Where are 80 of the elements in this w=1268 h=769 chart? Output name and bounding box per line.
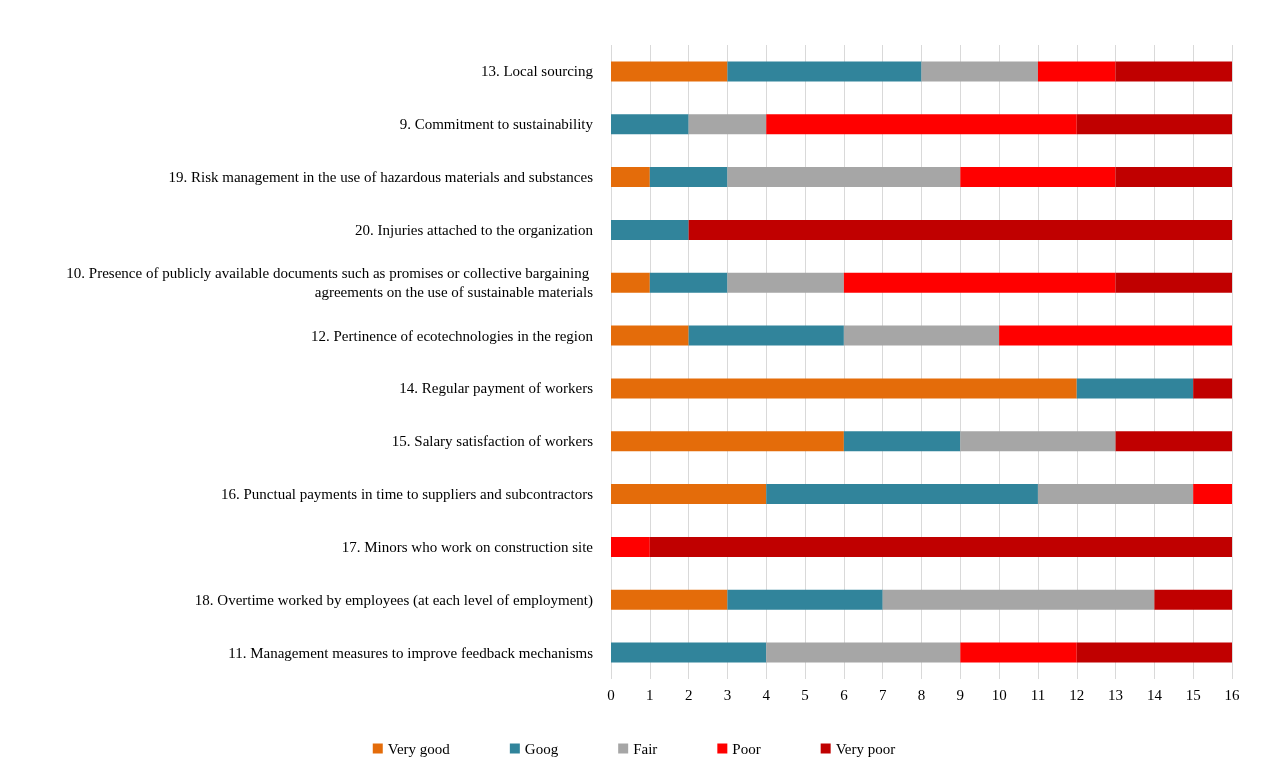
x-tick-label: 1	[646, 686, 654, 703]
bar	[843, 272, 1116, 293]
x-tick-label: 11	[1030, 686, 1046, 703]
x-tick-label: 12	[1069, 686, 1085, 703]
bar	[611, 114, 689, 135]
x-tick-label: 4	[762, 686, 771, 703]
bar	[611, 536, 650, 557]
x-tick-label: 0	[607, 686, 615, 703]
x-tick-label: 2	[684, 686, 693, 703]
x-tick-label: 13	[1108, 686, 1124, 703]
bar	[688, 114, 767, 135]
x-tick-label: 15	[1185, 686, 1201, 703]
bar	[727, 589, 883, 610]
bar	[766, 114, 1077, 135]
bar	[688, 325, 844, 346]
x-tick-label: 6	[840, 686, 849, 703]
bar	[1115, 431, 1232, 452]
x-tick-label: 10	[991, 686, 1007, 703]
bar	[727, 272, 844, 293]
bar	[611, 431, 844, 452]
y-tick-label: 10. Presence of publicly available documents such as promises or collective bargaining agreements on the use of sustainable materials	[66, 265, 594, 301]
bar	[921, 61, 1038, 82]
bar	[1076, 114, 1232, 135]
x-tick-label: 16	[1224, 686, 1240, 703]
y-tick-label: 9. Commitment to sustainability	[399, 116, 594, 133]
bar	[1115, 61, 1232, 82]
y-tick-label: 14. Regular payment of workers	[399, 380, 594, 397]
y-tick-label: 19. Risk management in the use of hazardous materials and substances	[168, 169, 594, 186]
legend-label: Very good	[387, 740, 451, 757]
bar	[1193, 484, 1232, 505]
x-tick-label: 9	[956, 686, 965, 703]
y-tick-label: 15. Salary satisfaction of workers	[391, 433, 594, 450]
bar	[611, 219, 689, 240]
bar	[611, 484, 767, 505]
bar	[649, 536, 1232, 557]
bar	[1076, 642, 1232, 663]
bar	[843, 325, 1000, 346]
bar	[1154, 589, 1232, 610]
bar	[727, 61, 922, 82]
bar	[1037, 61, 1116, 82]
y-tick-label: 17. Minors who work on construction site	[341, 538, 594, 555]
bar	[649, 272, 728, 293]
y-tick-label: 12. Pertinence of ecotechnologies in the region	[311, 327, 594, 344]
bar	[611, 167, 650, 188]
bar	[688, 219, 1232, 240]
bar	[611, 642, 767, 663]
bar	[843, 431, 961, 452]
y-tick-label: 11. Management measures to improve feedback mechanisms	[228, 644, 594, 661]
bar	[960, 431, 1116, 452]
y-tick-label: 18. Overtime worked by employees (at each level of employment)	[194, 591, 593, 609]
bar	[960, 167, 1116, 188]
bar	[611, 61, 728, 82]
legend-label: Poor	[732, 740, 761, 757]
bar	[727, 167, 961, 188]
bar	[766, 484, 1038, 505]
bar	[1115, 272, 1232, 293]
x-tick-label: 7	[878, 686, 887, 703]
legend-label: Goog	[524, 740, 559, 757]
y-tick-label: 20. Injuries attached to the organization	[355, 221, 594, 238]
bar	[611, 589, 728, 610]
bar	[1115, 167, 1232, 188]
bar	[882, 589, 1155, 610]
x-tick-label: 14	[1146, 686, 1163, 703]
bar	[1076, 378, 1194, 399]
x-tick-label: 3	[723, 686, 732, 703]
bar	[766, 642, 961, 663]
bar	[1193, 378, 1232, 399]
bar	[999, 325, 1232, 346]
bar	[1037, 484, 1194, 505]
y-tick-label: 13. Local sourcing	[480, 63, 594, 80]
bar	[611, 272, 650, 293]
bar	[960, 642, 1077, 663]
bar	[611, 325, 689, 346]
x-tick-label: 5	[801, 686, 809, 703]
x-tick-label: 8	[917, 686, 926, 703]
bar	[649, 167, 728, 188]
legend-label: Very poor	[835, 740, 896, 757]
legend-label: Fair	[633, 740, 658, 757]
bar	[611, 378, 1077, 399]
y-tick-label: 16. Punctual payments in time to suppliers and subcontractors	[220, 486, 594, 503]
